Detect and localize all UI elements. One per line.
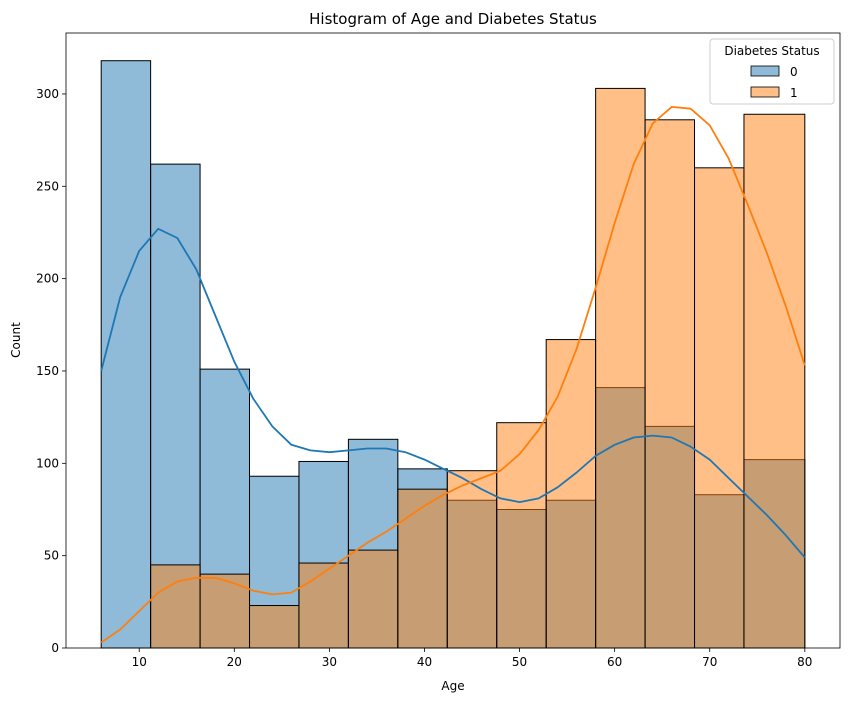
bar-series-1-bin-5 — [347, 549, 399, 649]
bar-series-0-bin-0 — [100, 60, 152, 649]
x-tick-label: 20 — [227, 655, 242, 669]
kde-line-series-1 — [100, 106, 806, 644]
x-tick-label: 80 — [797, 655, 812, 669]
x-tick-label: 40 — [417, 655, 432, 669]
bar-series-1-bin-4 — [298, 562, 349, 649]
bar-series-1-bin-2 — [199, 573, 251, 649]
chart-title: Histogram of Age and Diabetes Status — [309, 10, 597, 28]
x-axis-ticks: 10 20 30 40 50 60 70 80 — [132, 648, 812, 669]
x-tick-label: 60 — [607, 655, 622, 669]
series-1-bars — [150, 87, 806, 649]
y-tick-label: 150 — [36, 364, 59, 378]
legend-label-1: 1 — [790, 86, 798, 100]
kde-curves — [100, 106, 806, 644]
y-tick-label: 250 — [36, 179, 59, 193]
x-tick-label: 70 — [702, 655, 717, 669]
kde-line-series-0 — [100, 227, 806, 559]
y-axis-ticks: 0 50 100 150 200 250 300 — [36, 87, 66, 655]
y-tick-label: 300 — [36, 87, 59, 101]
bar-series-1-bin-8 — [496, 422, 547, 649]
x-tick-label: 50 — [512, 655, 527, 669]
y-tick-label: 100 — [36, 456, 59, 470]
bar-series-1-bin-3 — [249, 605, 300, 649]
legend-title: Diabetes Status — [724, 44, 819, 58]
y-tick-label: 50 — [44, 549, 59, 563]
bar-series-1-bin-6 — [397, 488, 448, 649]
bar-series-1-bin-9 — [545, 339, 597, 649]
legend-swatch-1 — [750, 86, 780, 98]
y-tick-label: 200 — [36, 272, 59, 286]
y-tick-label: 0 — [51, 641, 59, 655]
plot-area-frame — [65, 32, 841, 649]
bar-series-1-bin-12 — [694, 167, 745, 649]
bar-series-1-bin-1 — [150, 564, 201, 649]
y-axis-label: Count — [9, 322, 23, 358]
legend-label-0: 0 — [790, 65, 798, 79]
bar-series-1-bin-7 — [446, 470, 498, 649]
x-axis-label: Age — [441, 679, 464, 693]
bar-series-1-bin-11 — [644, 119, 696, 649]
x-tick-label: 30 — [322, 655, 337, 669]
legend-swatch-0 — [750, 65, 780, 77]
legend: Diabetes Status 0 1 — [709, 38, 835, 105]
bar-series-1-bin-10 — [595, 87, 646, 649]
bar-series-1-bin-13 — [743, 113, 806, 649]
x-tick-label: 10 — [132, 655, 147, 669]
